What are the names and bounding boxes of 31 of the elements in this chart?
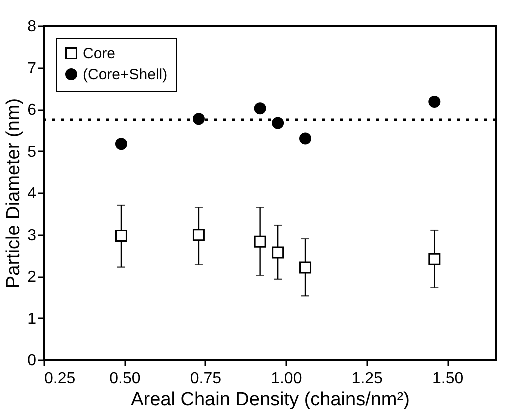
x-tick-label: 1.00 (271, 370, 302, 388)
x-axis-title: Areal Chain Density (chains/nm²) (131, 390, 410, 410)
point (428, 96, 441, 108)
y-tick-label: 8 (28, 18, 37, 36)
y-tick-label: 7 (28, 60, 37, 78)
point (300, 132, 312, 145)
point (192, 229, 205, 242)
x-tick-label: 0.75 (190, 370, 222, 388)
point (192, 113, 205, 126)
point (272, 246, 284, 259)
y-tick-label: 0 (28, 352, 37, 370)
x-tick-label: 1.25 (352, 370, 384, 388)
point (254, 102, 266, 115)
x-tick-label: 1.50 (432, 370, 464, 388)
y-tick-label: 2 (28, 269, 37, 286)
legend-label: Core (83, 46, 116, 62)
x-tick-label: 0.50 (110, 370, 141, 388)
legend-label: (Core+Shell) (83, 66, 168, 84)
y-tick-label: 3 (28, 227, 37, 244)
point (254, 236, 266, 248)
point (115, 230, 128, 242)
y-tick-label: 6 (28, 102, 37, 119)
y-tick-label: 5 (28, 144, 37, 161)
point (115, 138, 128, 150)
y-tick-label: 4 (28, 186, 37, 202)
x-tick-label: 0.25 (44, 370, 76, 388)
y-tick-label: 1 (28, 310, 37, 328)
y-axis-title: Particle Diameter (nm) (4, 98, 25, 289)
point (428, 253, 441, 266)
point (272, 117, 284, 130)
point (300, 262, 312, 274)
